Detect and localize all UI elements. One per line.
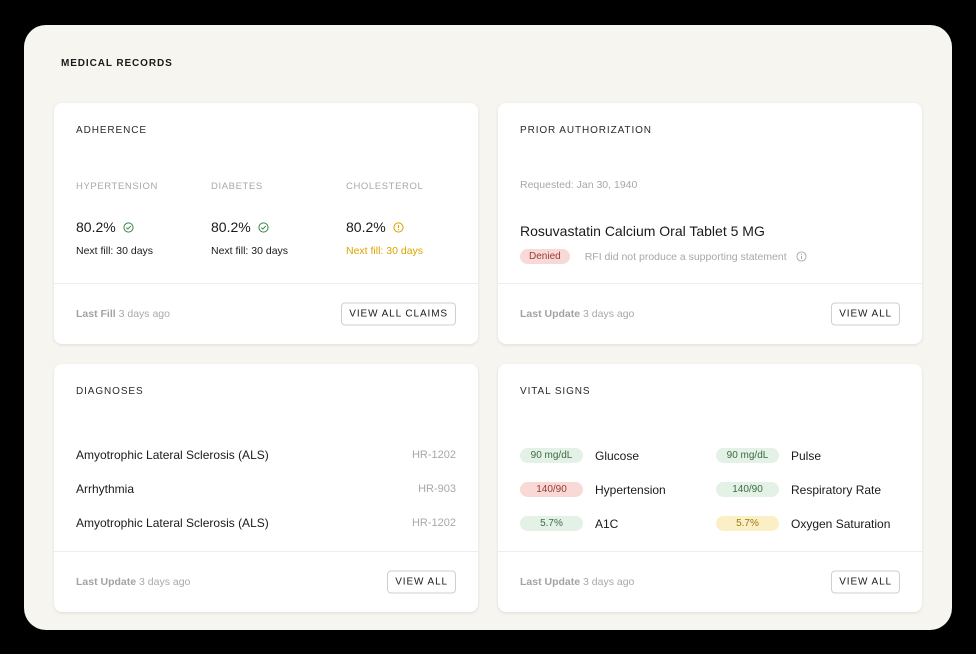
adherence-next-fill: Next fill: 30 days (346, 245, 424, 257)
footer-label: Last Update (520, 308, 581, 320)
check-circle-icon (123, 221, 134, 233)
footer-time: 3 days ago (583, 308, 635, 320)
vital-pulse: 90 mg/dL Pulse (716, 448, 821, 463)
vital-name: Glucose (595, 448, 640, 463)
vital-signs-title: VITAL SIGNS (520, 386, 591, 397)
last-update-text: Last Update 3 days ago (520, 576, 634, 588)
view-all-authorizations-button[interactable]: VIEW ALL (831, 302, 900, 326)
diagnosis-code: HR-1202 (411, 449, 456, 461)
vital-respiratory-rate: 140/90 Respiratory Rate (716, 482, 881, 497)
prior-authorization-title: PRIOR AUTHORIZATION (520, 125, 652, 136)
footer-time: 3 days ago (139, 576, 191, 588)
footer-label: Last Update (520, 576, 581, 588)
vital-value-pill: 5.7% (520, 516, 583, 531)
diagnoses-title: DIAGNOSES (76, 386, 144, 397)
adherence-percent: 80.2% (346, 219, 386, 235)
warning-circle-icon (393, 221, 404, 233)
requested-date: Requested: Jan 30, 1940 (520, 179, 638, 191)
adherence-card: ADHERENCE HYPERTENSION 80.2% Next fill: … (54, 103, 478, 344)
info-icon[interactable] (796, 251, 807, 262)
diagnosis-code: HR-903 (418, 483, 456, 495)
footer-time: 3 days ago (118, 308, 170, 320)
list-item[interactable]: Amyotrophic Lateral Sclerosis (ALS) HR-1… (76, 516, 456, 530)
adherence-item-diabetes: DIABETES 80.2% Next fill: 30 days (211, 181, 331, 257)
vital-oxygen-saturation: 5.7% Oxygen Saturation (716, 516, 890, 531)
vital-hypertension: 140/90 Hypertension (520, 482, 666, 497)
diagnosis-name: Amyotrophic Lateral Sclerosis (ALS) (76, 516, 269, 530)
footer-label: Last Update (76, 576, 137, 588)
last-update-text: Last Update 3 days ago (520, 308, 634, 320)
adherence-label: DIABETES (211, 181, 263, 192)
list-item[interactable]: Arrhythmia HR-903 (76, 482, 456, 496)
view-all-vitals-button[interactable]: VIEW ALL (831, 570, 900, 594)
adherence-value: 80.2% (211, 219, 331, 235)
diagnoses-footer: Last Update 3 days ago VIEW ALL (54, 551, 478, 612)
vital-name: Hypertension (595, 482, 666, 497)
adherence-footer: Last Fill 3 days ago VIEW ALL CLAIMS (54, 283, 478, 344)
diagnosis-name: Arrhythmia (76, 482, 135, 496)
prior-authorization-footer: Last Update 3 days ago VIEW ALL (498, 283, 922, 344)
footer-time: 3 days ago (583, 576, 635, 588)
vital-value-pill: 5.7% (716, 516, 779, 531)
vital-name: Oxygen Saturation (791, 516, 891, 531)
adherence-title: ADHERENCE (76, 125, 147, 136)
vital-signs-footer: Last Update 3 days ago VIEW ALL (498, 551, 922, 612)
adherence-item-cholesterol: CHOLESTEROL 80.2% Next fill: 30 days (346, 181, 466, 257)
vital-name: Pulse (791, 448, 822, 463)
vital-a1c: 5.7% A1C (520, 516, 618, 531)
vital-signs-card: VITAL SIGNS 90 mg/dL Glucose 90 mg/dL Pu… (498, 364, 922, 612)
vital-value-pill: 90 mg/dL (716, 448, 779, 463)
view-all-claims-button[interactable]: VIEW ALL CLAIMS (341, 302, 456, 326)
vital-name: A1C (595, 516, 619, 531)
footer-label: Last Fill (76, 308, 116, 320)
adherence-value: 80.2% (76, 219, 196, 235)
vital-value-pill: 90 mg/dL (520, 448, 583, 463)
status-badge: Denied (520, 249, 570, 264)
diagnosis-name: Amyotrophic Lateral Sclerosis (ALS) (76, 448, 269, 462)
vital-glucose: 90 mg/dL Glucose (520, 448, 639, 463)
adherence-value: 80.2% (346, 219, 466, 235)
vital-name: Respiratory Rate (791, 482, 882, 497)
adherence-next-fill: Next fill: 30 days (211, 245, 289, 257)
authorization-status-row: Denied RFI did not produce a supporting … (520, 249, 807, 264)
adherence-next-fill: Next fill: 30 days (76, 245, 154, 257)
check-circle-icon (258, 221, 269, 233)
adherence-label: CHOLESTEROL (346, 181, 424, 192)
denial-reason: RFI did not produce a supporting stateme… (584, 250, 787, 263)
adherence-percent: 80.2% (76, 219, 116, 235)
adherence-label: HYPERTENSION (76, 181, 158, 192)
prior-authorization-card: PRIOR AUTHORIZATION Requested: Jan 30, 1… (498, 103, 922, 344)
drug-name: Rosuvastatin Calcium Oral Tablet 5 MG (520, 223, 765, 239)
adherence-item-hypertension: HYPERTENSION 80.2% Next fill: 30 days (76, 181, 196, 257)
vital-value-pill: 140/90 (716, 482, 779, 497)
list-item[interactable]: Amyotrophic Lateral Sclerosis (ALS) HR-1… (76, 448, 456, 462)
last-update-text: Last Update 3 days ago (76, 576, 190, 588)
last-fill-text: Last Fill 3 days ago (76, 308, 170, 320)
vital-value-pill: 140/90 (520, 482, 583, 497)
view-all-diagnoses-button[interactable]: VIEW ALL (387, 570, 456, 594)
diagnosis-code: HR-1202 (411, 517, 456, 529)
diagnoses-card: DIAGNOSES Amyotrophic Lateral Sclerosis … (54, 364, 478, 612)
page-title: MEDICAL RECORDS (61, 58, 173, 69)
app-frame: MEDICAL RECORDS ADHERENCE HYPERTENSION 8… (24, 25, 952, 630)
adherence-percent: 80.2% (211, 219, 251, 235)
